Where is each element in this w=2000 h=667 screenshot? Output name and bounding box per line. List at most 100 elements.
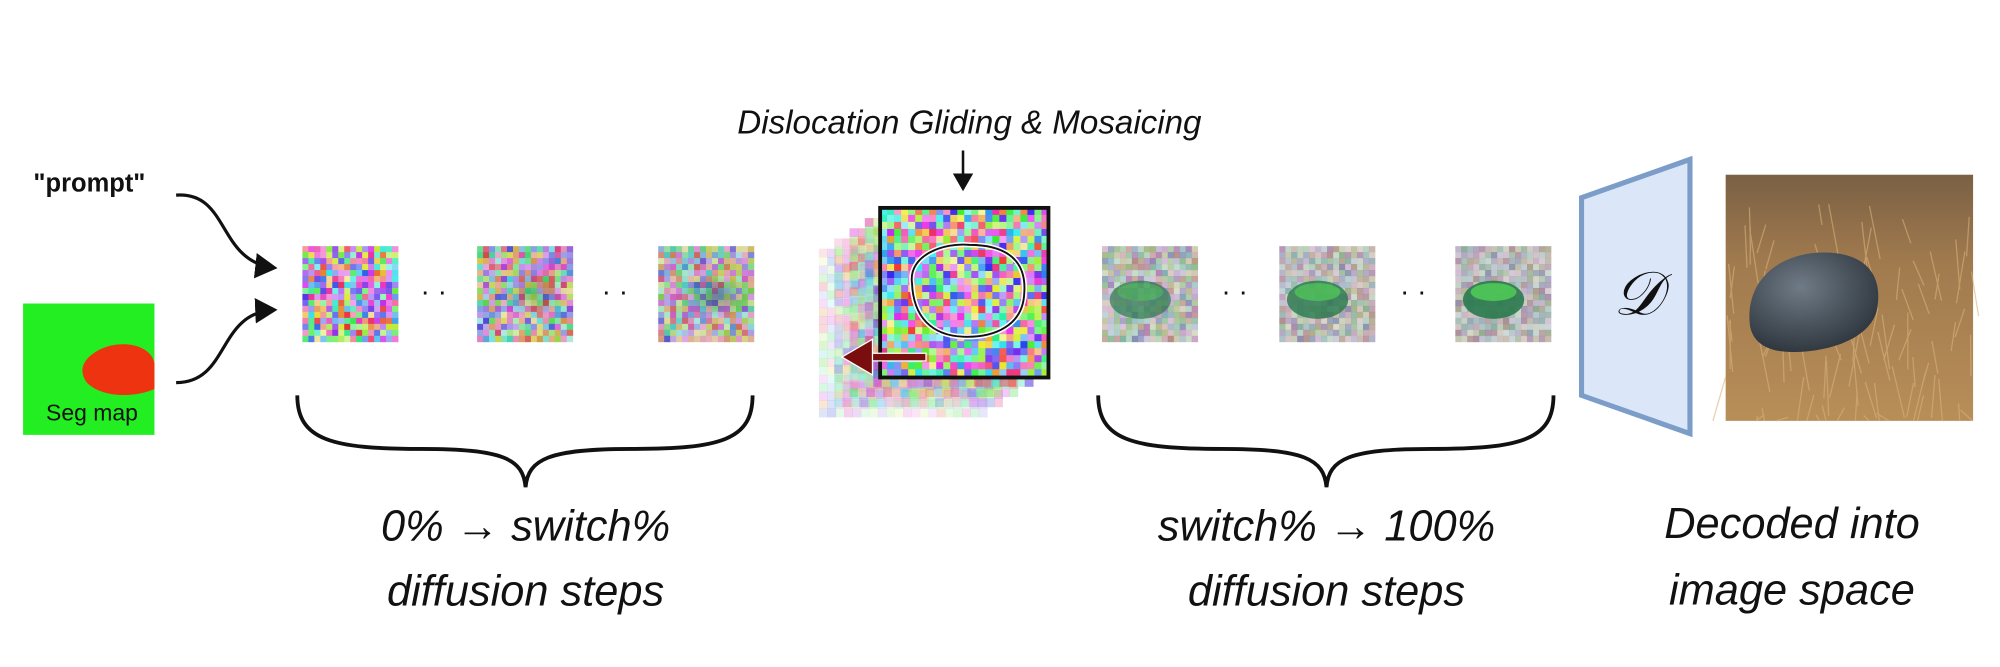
noise-cell [694,270,701,277]
noise-cell [864,378,874,387]
noise-cell [915,341,923,349]
noise-cell [860,391,870,401]
noise-cell [518,323,526,331]
noise-cell [1362,270,1370,277]
noise-cell [1006,235,1014,244]
noise-cell [1006,207,1014,216]
noise-cell [859,314,869,324]
noise-cell [392,305,399,313]
noise-cell [1461,329,1468,337]
noise-cell [851,288,860,298]
noise-cell [1351,299,1358,307]
noise-cell [1339,317,1346,325]
noise-cell [827,400,837,409]
noise-cell [860,383,870,393]
noise-cell [741,335,749,343]
noise-cell [314,287,321,295]
noise-cell [735,317,743,325]
noise-cell [936,278,944,286]
noise-cell [1161,323,1169,331]
noise-cell [1020,235,1028,244]
noise-cell [1455,276,1462,283]
noise-cell [1497,264,1504,271]
noise-cell [489,287,496,295]
noise-cell [483,317,490,325]
noise-cell [712,264,719,271]
noise-cell [560,317,568,325]
noise-cell [922,362,930,370]
noise-cell [1479,329,1486,337]
noise-cell [903,408,912,418]
noise-cell [1461,258,1468,265]
output-label: image space [1669,566,1915,614]
noise-cell [857,337,867,347]
noise-cell [350,276,357,283]
noise-cell [940,378,950,387]
noise-cell [1161,311,1169,319]
noise-cell [501,246,508,253]
noise-cell [827,307,837,317]
noise-cell [495,264,502,271]
noise-cell [1479,317,1486,325]
noise-cell [302,323,309,331]
noise-cell [1351,323,1358,331]
noise-cell [1473,335,1480,343]
noise-cell [887,334,895,342]
noise-cell [1455,335,1462,343]
noise-cell [1455,258,1462,265]
noise-cell [857,371,867,381]
noise-cell [929,348,937,356]
noise-cell [302,270,309,277]
noise-cell [952,398,961,408]
noise-cell [985,292,993,300]
noise-cell [658,329,665,337]
noise-cell [827,383,837,393]
noise-cell [536,270,544,277]
noise-cell [835,349,845,359]
noise-cell [536,264,544,271]
noise-cell [851,263,860,273]
noise-cell [380,258,387,265]
noise-cell [495,287,502,295]
noise-cell [1113,258,1121,265]
noise-cell [1285,258,1292,265]
noise-cell [356,270,363,277]
noise-cell [849,253,859,263]
noise-cell [1034,278,1042,286]
noise-cell [1527,323,1534,331]
noise-cell [350,246,357,253]
noise-cell [747,299,755,307]
grass-stroke [1912,356,1916,388]
noise-cell [326,276,333,283]
noise-cell [338,264,345,271]
noise-cell [326,299,333,307]
noise-cell [894,327,902,335]
noise-cell [658,264,665,271]
noise-cell [1020,369,1028,377]
noise-cell [741,276,749,283]
noise-cell [332,293,339,301]
noise-cell [1041,327,1049,335]
noise-cell [1479,252,1486,259]
noise-cell [901,306,909,314]
noise-cell [308,335,315,343]
noise-cell [827,408,837,418]
noise-cell [344,276,351,283]
noise-cell [560,270,568,277]
noise-cell [908,242,916,251]
noise-cell [1362,335,1370,343]
noise-cell [1034,341,1042,349]
noise-cell [1020,320,1028,328]
noise-cell [1315,258,1322,265]
noise-cell [501,335,508,343]
noise-cell [1034,242,1042,251]
grass-stroke [1765,240,1775,270]
noise-cell [530,252,538,259]
noise-cell [964,285,972,293]
noise-cell [992,388,1002,398]
noise-cell [1125,264,1133,271]
noise-cell [887,207,895,216]
noise-cell [1491,317,1498,325]
arrow [176,298,278,385]
noise-cell [368,287,375,295]
